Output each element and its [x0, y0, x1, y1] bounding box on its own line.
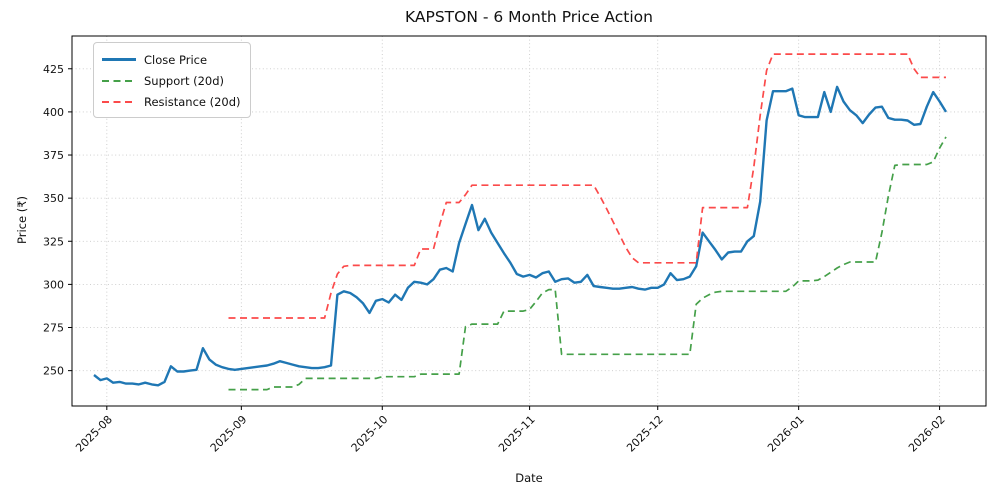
- tick-layer: 250 275 300 325 350 375 400 425 2025-08 2025-09 20…: [43, 63, 948, 455]
- x-tick-label: 2026-01: [765, 413, 807, 455]
- chart-legend: Close Price Support (20d) Resistance (20…: [93, 42, 251, 118]
- legend-item-support: Support (20d): [102, 70, 242, 91]
- y-axis-label: Price (₹): [15, 196, 29, 244]
- y-tick-label: 400: [43, 106, 64, 119]
- y-tick-label: 275: [43, 322, 64, 335]
- legend-item-resistance: Resistance (20d): [102, 91, 242, 112]
- legend-line-close-price-icon: [102, 58, 136, 61]
- legend-label-support: Support (20d): [144, 73, 225, 88]
- y-tick-label: 300: [43, 278, 64, 291]
- y-tick-label: 250: [43, 365, 64, 378]
- x-tick-label: 2025-09: [208, 413, 250, 455]
- x-axis-label: Date: [515, 471, 543, 485]
- legend-label-close-price: Close Price: [144, 52, 208, 67]
- x-tick-label: 2025-12: [624, 413, 666, 455]
- y-tick-label: 425: [43, 63, 64, 76]
- x-tick-label: 2025-10: [349, 413, 391, 455]
- resistance-line: [228, 53, 946, 319]
- x-tick-label: 2025-11: [496, 413, 538, 455]
- y-tick-label: 350: [43, 192, 64, 205]
- support-line: [228, 136, 947, 391]
- x-tick-label: 2026-02: [906, 413, 948, 455]
- chart-title: KAPSTON - 6 Month Price Action: [405, 8, 653, 26]
- series-layer: [93, 53, 948, 391]
- legend-label-resistance: Resistance (20d): [144, 94, 241, 109]
- legend-line-support-icon: [102, 79, 136, 82]
- x-tick-label: 2025-08: [73, 413, 115, 455]
- close-price-line: [93, 85, 948, 387]
- plot-border: [71, 35, 987, 407]
- y-tick-label: 325: [43, 235, 64, 248]
- y-tick-label: 375: [43, 149, 64, 162]
- legend-line-resistance-icon: [102, 100, 136, 103]
- legend-item-close-price: Close Price: [102, 49, 242, 70]
